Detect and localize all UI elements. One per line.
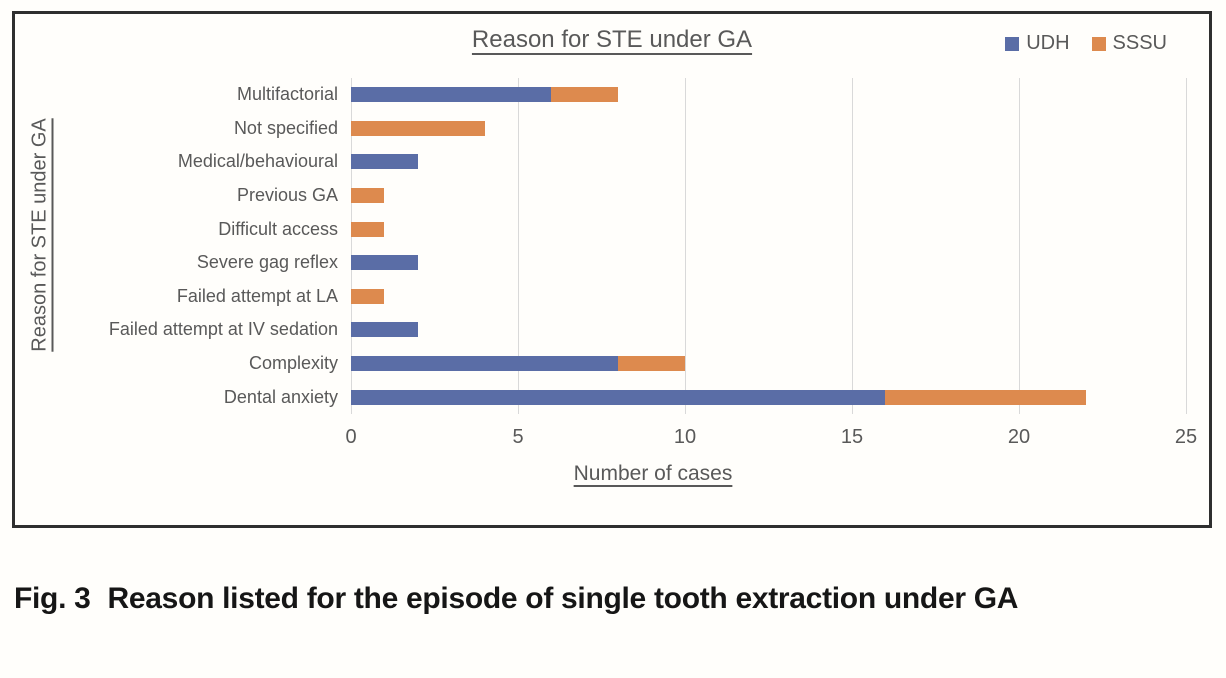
category-row: Dental anxiety [15, 380, 1186, 414]
bar-track [351, 356, 1186, 372]
bar-segment-sssu [351, 288, 385, 304]
category-row: Previous GA [15, 179, 1186, 213]
category-row: Failed attempt at LA [15, 280, 1186, 314]
x-tick-label-25: 25 [1174, 426, 1198, 448]
x-axis-ticks: 0 5 10 15 20 25 [15, 426, 1209, 450]
gridline-x-25 [1186, 78, 1187, 414]
category-label: Multifactorial [236, 84, 338, 105]
bar-track [351, 288, 1186, 304]
legend-label-udh: UDH [1026, 32, 1070, 54]
gridline-x-10 [685, 78, 686, 414]
category-row: Complexity [15, 347, 1186, 381]
bar-track [351, 221, 1186, 237]
category-label: Severe gag reflex [196, 252, 338, 273]
legend-item-udh: UDH [1005, 32, 1070, 55]
category-row: Multifactorial [15, 78, 1186, 112]
chart-legend: UDH SSSU [1005, 32, 1167, 55]
bar-track [351, 255, 1186, 271]
bar-track [351, 188, 1186, 204]
category-label: Difficult access [218, 218, 338, 239]
category-label: Dental anxiety [223, 386, 338, 407]
bar-segment-udh [351, 154, 418, 170]
bar-segment-udh [351, 87, 552, 103]
bar-track [351, 154, 1186, 170]
category-row: Failed attempt at IV sedation [15, 313, 1186, 347]
x-tick-label-20: 20 [1007, 426, 1031, 448]
bar-segment-sssu [351, 221, 385, 237]
category-row: Severe gag reflex [15, 246, 1186, 280]
bar-segment-udh [351, 255, 418, 271]
category-label: Failed attempt at IV sedation [108, 319, 338, 340]
legend-item-sssu: SSSU [1091, 32, 1167, 55]
category-row: Difficult access [15, 212, 1186, 246]
x-axis-title: Number of cases [573, 462, 733, 485]
x-tick-label-5: 5 [512, 426, 524, 448]
bar-segment-sssu [551, 87, 619, 103]
bar-track [351, 87, 1186, 103]
chart-title: Reason for STE under GA [471, 26, 753, 53]
x-tick-label-10: 10 [673, 426, 697, 448]
bar-segment-udh [351, 322, 418, 338]
x-tick-label-0: 0 [345, 426, 357, 448]
chart-figure: Reason for STE under GA UDH SSSU Reason … [12, 11, 1212, 528]
figure-caption-text: Reason listed for the episode of single … [107, 582, 1019, 615]
gridline-x-15 [852, 78, 853, 414]
bar-segment-udh [351, 356, 619, 372]
category-row: Medical/behavioural [15, 145, 1186, 179]
gridline-x-5 [518, 78, 519, 414]
gridline-x-20 [1019, 78, 1020, 414]
x-tick-label-15: 15 [840, 426, 864, 448]
category-label: Previous GA [236, 185, 338, 206]
sssu-swatch-icon [1091, 36, 1106, 51]
legend-label-sssu: SSSU [1112, 32, 1167, 54]
category-label: Not specified [233, 117, 338, 138]
gridline-x-0 [351, 78, 352, 414]
bar-track [351, 322, 1186, 338]
bar-segment-sssu [351, 188, 385, 204]
plot-area [351, 78, 1187, 414]
figure-caption-label: Fig. 3 [14, 582, 91, 615]
category-row: Not specified [15, 112, 1186, 146]
bar-segment-sssu [618, 356, 685, 372]
bar-track [351, 389, 1186, 405]
figure-caption: Fig. 3 Reason listed for the episode of s… [14, 576, 1214, 621]
bar-segment-udh [351, 389, 886, 405]
bar-rows: Multifactorial Not specified Medical/behav… [15, 78, 1186, 414]
category-label: Complexity [248, 353, 338, 374]
bar-segment-sssu [351, 120, 485, 136]
category-label: Medical/behavioural [177, 151, 338, 172]
category-label: Failed attempt at LA [176, 285, 338, 306]
udh-swatch-icon [1005, 36, 1020, 51]
bar-track [351, 120, 1186, 136]
bar-segment-sssu [885, 389, 1086, 405]
